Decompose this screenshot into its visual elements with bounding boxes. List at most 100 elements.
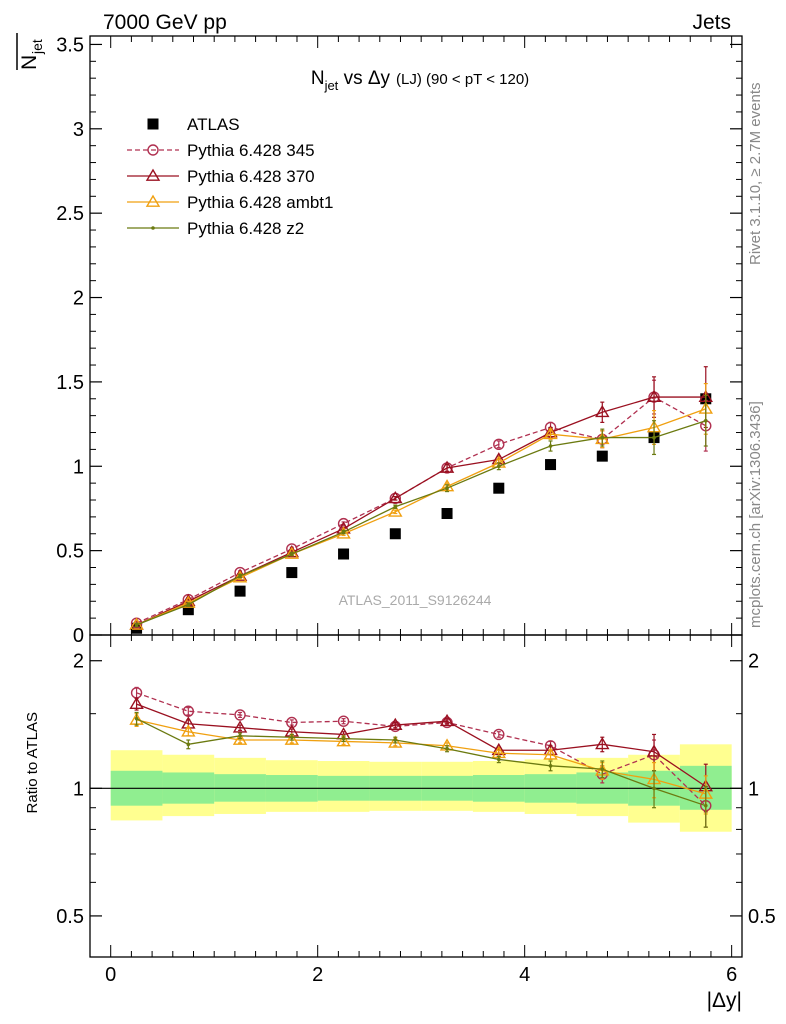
ratio-plot-frame bbox=[89, 634, 743, 958]
ratio-point bbox=[186, 742, 191, 747]
ratio-series-line bbox=[136, 692, 707, 807]
ratio-point bbox=[238, 734, 242, 738]
ratio-point bbox=[341, 736, 346, 741]
ratio-series-3 bbox=[134, 711, 708, 828]
main-y-tick-label: 3 bbox=[73, 119, 84, 141]
main-point bbox=[595, 404, 610, 418]
main-y-tick-label: 3.5 bbox=[56, 34, 84, 56]
legend-label: Pythia 6.428 z2 bbox=[187, 219, 304, 238]
main-point bbox=[445, 486, 449, 491]
ratio-point bbox=[393, 738, 398, 742]
main-point bbox=[286, 567, 298, 579]
ratio-point bbox=[388, 717, 403, 730]
main-point bbox=[186, 602, 191, 607]
legend-marker bbox=[145, 168, 161, 181]
ratio-y-tick-label: 2 bbox=[73, 651, 84, 673]
ratio-point bbox=[129, 696, 144, 710]
legend-marker bbox=[147, 144, 159, 156]
y-label-n: N bbox=[18, 55, 41, 70]
ratio-point bbox=[439, 713, 455, 727]
ratio-y-tick-label-right: 1 bbox=[748, 778, 759, 800]
ratio-series-line bbox=[136, 718, 706, 807]
main-series-line bbox=[136, 396, 707, 624]
ratio-point bbox=[388, 735, 403, 748]
legend-entry: Pythia 6.428 z2 bbox=[127, 219, 304, 238]
ratio-point bbox=[232, 732, 248, 745]
main-y-tick-label: 2.5 bbox=[56, 203, 84, 225]
ratio-point bbox=[543, 747, 558, 760]
header-jets-label: Jets bbox=[692, 11, 731, 34]
main-y-tick-label: 1.5 bbox=[56, 372, 84, 394]
main-y-tick-label: 0.5 bbox=[56, 541, 84, 563]
main-point bbox=[543, 426, 558, 440]
ratio-y-tick-label: 0.5 bbox=[56, 906, 84, 928]
main-point bbox=[545, 459, 557, 471]
legend-marker bbox=[151, 226, 155, 230]
main-point bbox=[182, 604, 194, 616]
ratio-point bbox=[336, 734, 351, 747]
main-point bbox=[232, 570, 248, 583]
main-point bbox=[284, 544, 300, 558]
ratio-point bbox=[600, 767, 605, 771]
ratio-y-tick-label-right: 0.5 bbox=[748, 906, 776, 928]
main-point bbox=[388, 490, 403, 504]
ratio-point bbox=[290, 735, 294, 740]
legend-marker bbox=[145, 194, 161, 207]
main-point bbox=[234, 585, 246, 597]
ratio-point bbox=[646, 744, 662, 757]
ratio-point bbox=[703, 803, 708, 808]
ratio-point bbox=[232, 720, 248, 733]
main-y-tick-label: 1 bbox=[73, 456, 84, 478]
legend-entry: ATLAS bbox=[147, 115, 240, 134]
ratio-point bbox=[286, 716, 298, 729]
main-point bbox=[496, 464, 501, 469]
main-point bbox=[238, 574, 242, 578]
main-point bbox=[389, 528, 401, 540]
main-point bbox=[493, 438, 505, 451]
ratio-point bbox=[337, 715, 350, 727]
legend-entry: Pythia 6.428 345 bbox=[127, 141, 315, 160]
legend-label: ATLAS bbox=[187, 115, 240, 134]
legend-entry: Pythia 6.428 ambt1 bbox=[127, 193, 333, 212]
main-point bbox=[181, 595, 196, 608]
main-point bbox=[600, 435, 605, 440]
title-rest: vs Δy bbox=[338, 68, 390, 89]
x-tick-label: 2 bbox=[312, 964, 323, 986]
x-axis-label: |Δy| bbox=[707, 989, 742, 1012]
main-point bbox=[393, 504, 398, 509]
ratio-point bbox=[548, 764, 553, 768]
main-series-1 bbox=[130, 379, 712, 629]
x-tick-label: 0 bbox=[105, 964, 116, 986]
ratio-point bbox=[134, 716, 139, 721]
ratio-point bbox=[234, 709, 246, 721]
title-small: (LJ) (90 < pT < 120) bbox=[396, 71, 529, 88]
rivet-version-label: Rivet 3.1.10, ≥ 2.7M events bbox=[747, 83, 764, 266]
ratio-point bbox=[181, 724, 196, 737]
ratio-y-axis-label: Ratio to ATLAS bbox=[24, 712, 41, 813]
main-point bbox=[596, 450, 608, 462]
main-series-line bbox=[136, 420, 706, 626]
legend: ATLAS Pythia 6.428 345 Pythia 6.428 370 Pyt… bbox=[127, 115, 333, 238]
ratio-point bbox=[284, 732, 300, 745]
ratio-point bbox=[182, 705, 195, 717]
legend-label: Pythia 6.428 345 bbox=[187, 141, 315, 160]
y-label-sub: jet bbox=[29, 39, 45, 55]
ratio-y-tick-label-right: 2 bbox=[748, 651, 759, 673]
main-plot-panel: ATLAS_2011_S9126244 Njet vs Δy (LJ) (90 <… bbox=[16, 33, 743, 647]
main-series-4 bbox=[134, 394, 708, 628]
main-y-tick-label: 2 bbox=[73, 288, 84, 310]
x-tick-label: 6 bbox=[726, 964, 737, 986]
main-point bbox=[493, 482, 505, 494]
main-point bbox=[548, 444, 553, 448]
main-point bbox=[341, 530, 346, 534]
main-point bbox=[703, 418, 708, 423]
legend-label: Pythia 6.428 370 bbox=[187, 167, 315, 186]
main-point bbox=[388, 504, 403, 517]
title-n: N bbox=[311, 68, 325, 89]
main-plot-title: Njet vs Δy (LJ) (90 < pT < 120) bbox=[311, 68, 529, 93]
main-point bbox=[439, 460, 455, 473]
header-energy-label: 7000 GeV pp bbox=[103, 11, 227, 34]
legend-marker bbox=[147, 118, 159, 130]
x-tick-label: 4 bbox=[519, 964, 530, 986]
